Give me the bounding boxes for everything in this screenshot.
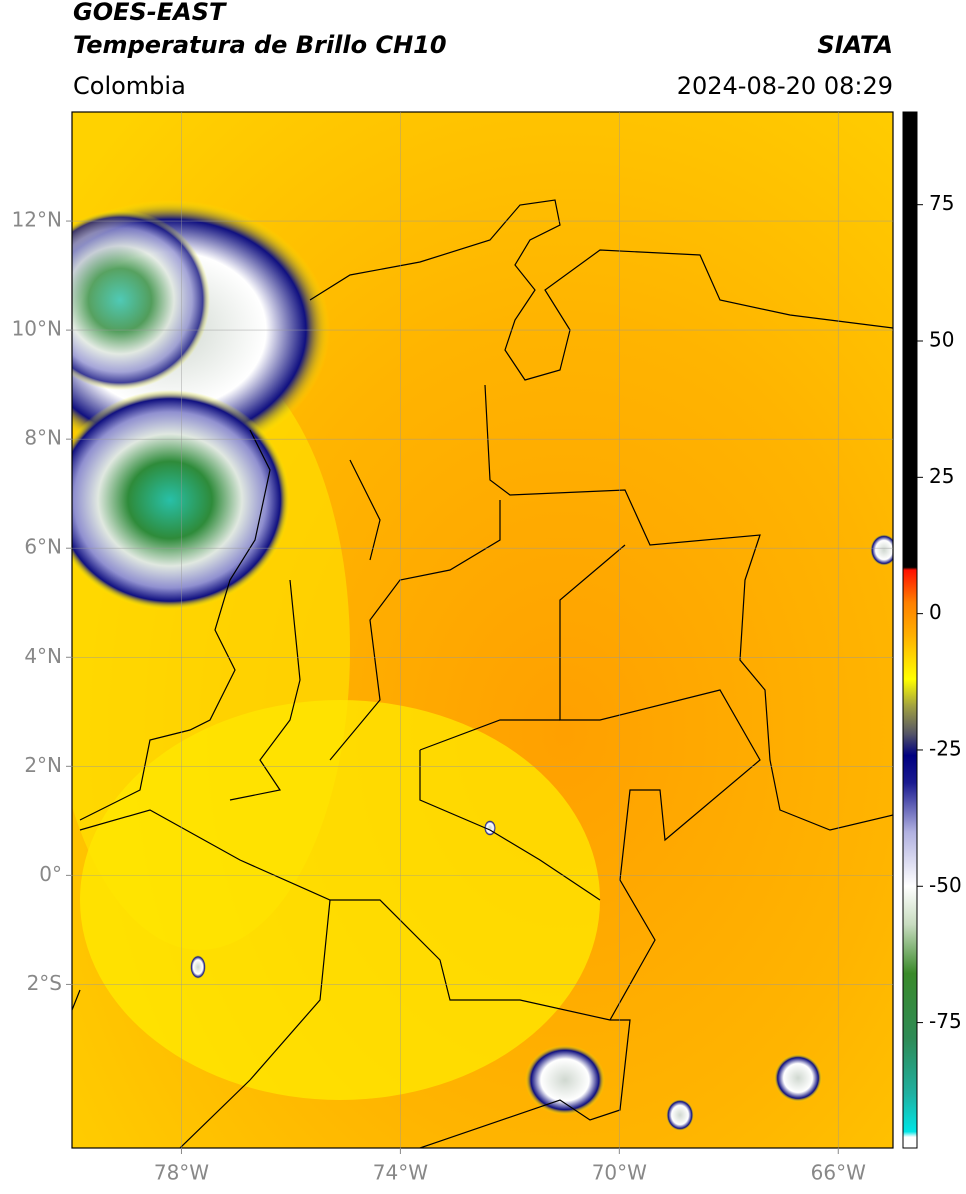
region: Colombia bbox=[73, 72, 186, 100]
y-tick-label: 0° bbox=[39, 862, 62, 886]
colorbar-tick-label: -75 bbox=[929, 1009, 962, 1033]
x-tick-label: 74°W bbox=[373, 1161, 428, 1185]
y-tick-label: 2°N bbox=[24, 753, 62, 777]
borders bbox=[72, 199, 893, 1148]
x-tick-label: 78°W bbox=[154, 1161, 209, 1185]
datetime: 2024-08-20 08:29 bbox=[677, 72, 893, 100]
colorbar-tick-label: 0 bbox=[929, 600, 942, 624]
satellite-image bbox=[72, 112, 893, 1148]
y-tick-label: 12°N bbox=[12, 208, 62, 232]
x-tick-label: 66°W bbox=[811, 1161, 866, 1185]
colorbar-tick-label: 75 bbox=[929, 191, 954, 215]
colorbar-tick-label: 50 bbox=[929, 328, 954, 352]
colorbar bbox=[902, 111, 918, 1149]
y-tick-label: 8°N bbox=[24, 426, 62, 450]
y-tick-label: 4°N bbox=[24, 644, 62, 668]
source: SIATA bbox=[817, 31, 893, 59]
satellite-title: GOES-EAST bbox=[73, 0, 227, 26]
colorbar-tick-label: 25 bbox=[929, 464, 954, 488]
map-frame bbox=[71, 111, 894, 1149]
y-tick-label: 6°N bbox=[24, 535, 62, 559]
colorbar-tick-label: -25 bbox=[929, 736, 962, 760]
y-tick-label: 10°N bbox=[12, 317, 62, 341]
x-tick-label: 70°W bbox=[592, 1161, 647, 1185]
colorbar-tick-label: -50 bbox=[929, 873, 962, 897]
y-tick-label: 2°S bbox=[27, 971, 62, 995]
product-title: Temperatura de Brillo CH10 bbox=[73, 31, 447, 59]
